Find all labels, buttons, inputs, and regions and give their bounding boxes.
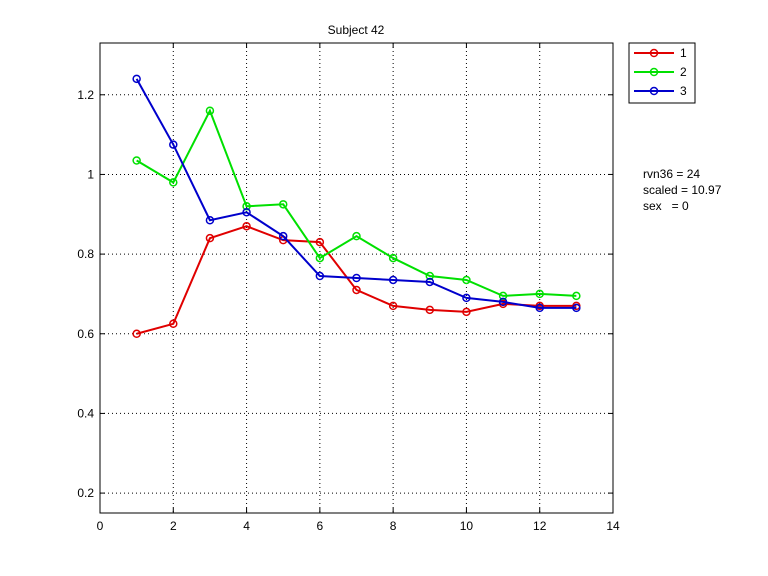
series-3-point — [498, 297, 508, 307]
legend-marker — [649, 86, 659, 96]
legend-marker — [649, 67, 659, 77]
legend-marker — [649, 48, 659, 58]
y-tick-label: 1.2 — [77, 88, 94, 102]
series-3-point — [315, 271, 325, 281]
series-2-point — [169, 178, 178, 187]
series-3-point — [462, 293, 471, 303]
y-tick-label: 0.6 — [77, 327, 94, 341]
series-2-point — [132, 156, 141, 165]
legend-label: 3 — [680, 84, 687, 98]
series-3-point — [352, 273, 361, 283]
y-tick-label: 0.2 — [77, 486, 94, 500]
series-3-point — [572, 303, 581, 313]
series-1-line — [136, 225, 577, 335]
series-3-point — [278, 231, 288, 241]
series-3-point — [132, 74, 141, 84]
series-1-point — [425, 305, 435, 315]
annotation-sex: sex = 0 — [643, 199, 689, 213]
series-3-line — [135, 78, 577, 309]
x-tick-label: 0 — [97, 519, 104, 533]
plot-area — [99, 42, 614, 514]
series-1-point — [132, 329, 141, 339]
series-1 — [132, 221, 581, 339]
x-tick-label: 12 — [533, 519, 547, 533]
y-tick-labels: 0.2 0.4 0.6 0.8 1 1.2 — [77, 88, 94, 500]
annotation-scaled: scaled = 10.97 — [643, 183, 722, 197]
series-2-point — [278, 200, 288, 209]
series-1-point — [462, 307, 471, 317]
legend-item-2: 2 — [634, 65, 687, 79]
series-1-point — [205, 233, 215, 243]
x-tick-label: 6 — [317, 519, 324, 533]
legend: 1 2 3 — [628, 42, 696, 104]
series-2 — [132, 106, 581, 301]
x-tick-label: 8 — [390, 519, 397, 533]
legend-item-3: 3 — [634, 84, 687, 98]
series-2-line — [136, 108, 577, 297]
y-tick-label: 0.4 — [77, 406, 94, 420]
y-tick-label: 1 — [87, 167, 94, 181]
chart-title: Subject 42 — [328, 23, 385, 37]
series-3-point — [169, 140, 178, 149]
series-2-point — [462, 275, 471, 285]
series-1-point — [352, 285, 361, 295]
series-2-point — [388, 253, 398, 263]
x-tick-label: 2 — [170, 519, 177, 533]
axis-ticks — [99, 43, 614, 513]
y-tick-label: 0.8 — [77, 247, 94, 261]
series-2-point — [498, 291, 508, 301]
series-3-point — [388, 275, 398, 285]
series-lines — [132, 74, 581, 339]
grid — [100, 43, 613, 513]
x-tick-label: 10 — [460, 519, 474, 533]
series-2-point — [572, 291, 581, 301]
series-2-point — [425, 271, 435, 281]
series-2-point — [535, 289, 544, 299]
series-3-point — [242, 208, 251, 217]
x-tick-label: 14 — [606, 519, 620, 533]
x-tick-labels: 0 2 4 6 8 10 12 14 — [97, 519, 620, 533]
series-2-point — [352, 231, 361, 241]
legend-label: 2 — [680, 65, 687, 79]
series-1-point — [315, 237, 325, 247]
series-3-point — [425, 277, 435, 287]
x-tick-label: 4 — [243, 519, 250, 533]
series-3-point — [535, 303, 544, 313]
series-2-point — [315, 253, 325, 263]
series-3 — [132, 74, 581, 313]
series-2-point — [242, 202, 251, 211]
series-1-point — [242, 221, 251, 231]
legend-item-1: 1 — [634, 46, 687, 60]
legend-label: 1 — [680, 46, 687, 60]
series-3-point — [205, 215, 215, 225]
series-2-point — [205, 106, 215, 115]
series-1-point — [388, 301, 398, 311]
series-1-point — [169, 319, 178, 329]
annotation-rvn36: rvn36 = 24 — [643, 167, 701, 181]
